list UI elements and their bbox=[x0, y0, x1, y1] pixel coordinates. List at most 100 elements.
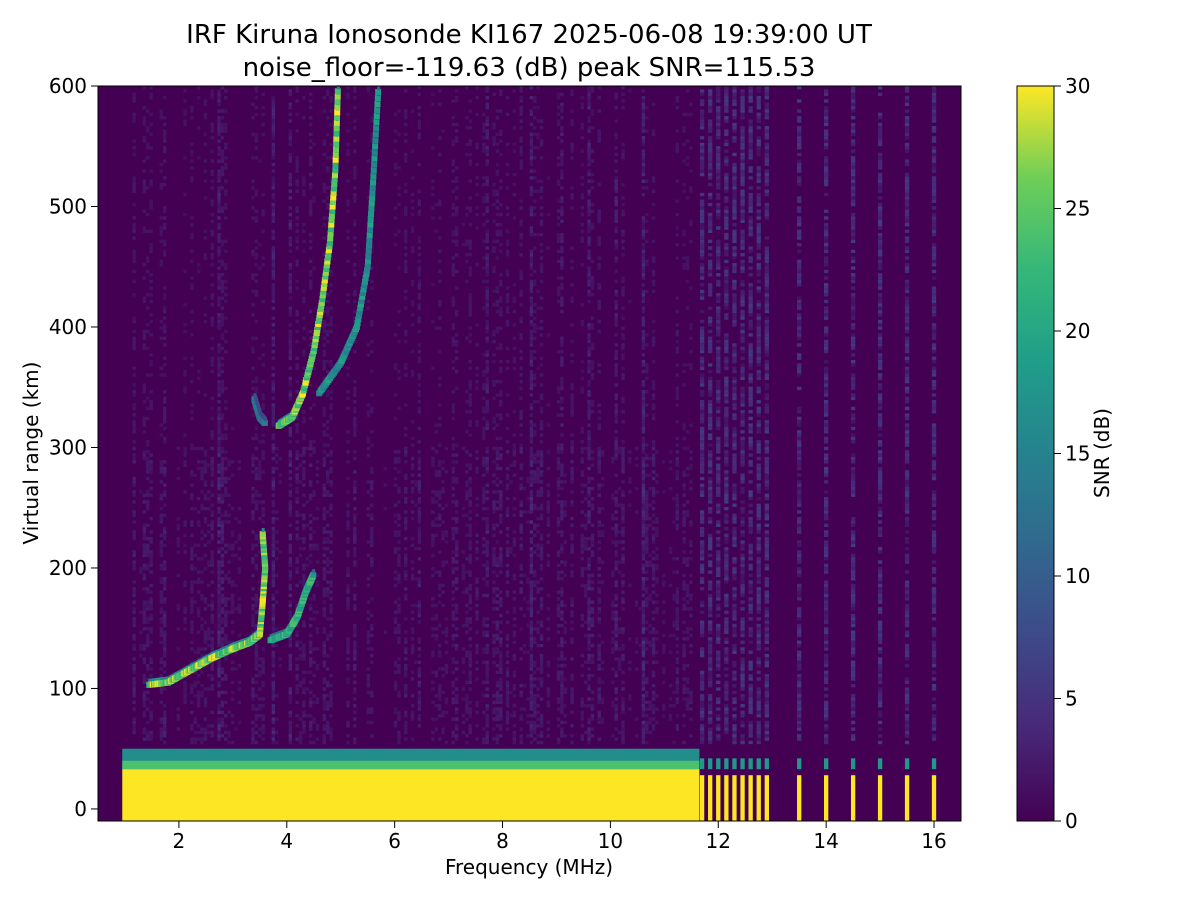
noise-cell bbox=[288, 172, 293, 177]
noise-cell bbox=[505, 593, 510, 598]
noise-cell bbox=[485, 470, 489, 474]
noise-cell bbox=[210, 179, 214, 183]
noise-cell bbox=[217, 196, 221, 200]
noise-cell bbox=[217, 413, 221, 417]
noise-cell bbox=[485, 106, 489, 110]
noise-cell bbox=[132, 319, 136, 324]
noise-cell bbox=[325, 306, 330, 310]
noise-cell bbox=[563, 734, 567, 738]
noise-cell bbox=[251, 380, 255, 384]
noise-cell bbox=[539, 493, 544, 497]
noise-cell bbox=[163, 724, 167, 728]
noise-cell bbox=[393, 162, 398, 167]
noise-cell bbox=[526, 714, 530, 718]
noise-cell bbox=[322, 707, 326, 711]
noise-cell bbox=[329, 416, 333, 421]
noise-cell bbox=[417, 390, 422, 394]
noise-cell bbox=[302, 620, 306, 624]
noise-cell bbox=[322, 607, 326, 611]
noise-cell bbox=[288, 687, 293, 691]
noise-cell bbox=[302, 373, 306, 377]
noise-cell bbox=[302, 470, 306, 474]
noise-cell bbox=[329, 684, 333, 688]
noise-cell bbox=[132, 550, 136, 554]
noise-cell bbox=[417, 456, 422, 461]
noise-cell bbox=[220, 496, 225, 501]
noise-cell bbox=[203, 700, 208, 705]
noise-cell bbox=[163, 613, 167, 618]
noise-cell bbox=[580, 430, 584, 434]
noise-cell bbox=[468, 480, 472, 484]
noise-cell bbox=[495, 500, 500, 504]
noise-cell bbox=[234, 583, 238, 588]
noise-cell bbox=[495, 490, 500, 494]
noise-cell bbox=[438, 136, 442, 140]
noise-cell bbox=[431, 500, 435, 504]
noise-cell bbox=[132, 684, 136, 688]
noise-cell bbox=[217, 493, 221, 497]
noise-cell bbox=[533, 329, 537, 334]
noise-cell bbox=[224, 400, 228, 404]
noise-cell bbox=[560, 296, 564, 300]
noise-cell bbox=[454, 339, 459, 344]
noise-cell bbox=[546, 593, 551, 598]
noise-cell bbox=[366, 89, 371, 93]
noise-cell bbox=[570, 677, 574, 681]
noise-cell bbox=[220, 483, 225, 487]
noise-cell bbox=[346, 607, 350, 611]
noise-cell bbox=[325, 730, 330, 735]
noise-cell bbox=[431, 617, 435, 621]
noise-cell bbox=[397, 523, 401, 527]
noise-cell bbox=[261, 704, 265, 708]
noise-cell bbox=[308, 172, 313, 177]
noise-cell bbox=[251, 460, 255, 464]
noise-cell bbox=[404, 89, 408, 93]
noise-cell bbox=[505, 319, 510, 324]
noise-cell bbox=[163, 323, 167, 327]
noise-cell bbox=[529, 697, 534, 701]
noise-cell bbox=[505, 346, 510, 350]
noise-cell bbox=[454, 233, 459, 237]
noise-cell bbox=[499, 129, 503, 133]
noise-cell bbox=[454, 707, 459, 711]
noise-cell bbox=[485, 209, 489, 213]
noise-cell bbox=[529, 714, 534, 718]
noise-cell bbox=[404, 597, 408, 601]
noise-cell bbox=[261, 730, 265, 735]
noise-cell bbox=[529, 540, 534, 544]
noise-cell bbox=[224, 339, 228, 344]
noise-cell bbox=[431, 700, 435, 705]
noise-cell bbox=[512, 597, 517, 601]
noise-cell bbox=[220, 346, 225, 350]
noise-cell bbox=[533, 730, 537, 735]
noise-cell bbox=[451, 189, 455, 193]
noise-cell bbox=[570, 516, 574, 521]
noise-cell bbox=[451, 660, 455, 664]
noise-cell bbox=[271, 433, 276, 437]
noise-cell bbox=[468, 313, 472, 317]
noise-cell bbox=[308, 416, 313, 421]
noise-cell bbox=[529, 339, 534, 344]
noise-cell bbox=[536, 547, 540, 551]
noise-cell bbox=[454, 129, 459, 133]
noise-cell bbox=[200, 737, 204, 741]
noise-cell bbox=[482, 306, 486, 310]
noise-cell bbox=[159, 727, 164, 731]
noise-cell bbox=[495, 600, 500, 604]
noise-cell bbox=[217, 349, 221, 354]
noise-cell bbox=[288, 460, 293, 464]
noise-cell bbox=[529, 329, 534, 334]
noise-cell bbox=[325, 470, 330, 474]
noise-cell bbox=[132, 119, 136, 123]
noise-cell bbox=[312, 694, 316, 698]
noise-cell bbox=[404, 500, 408, 504]
noise-cell bbox=[295, 329, 299, 334]
noise-cell bbox=[183, 610, 187, 614]
noise-cell bbox=[519, 152, 523, 157]
noise-cell bbox=[580, 737, 584, 741]
noise-cell bbox=[570, 523, 574, 527]
noise-cell bbox=[485, 633, 489, 638]
noise-cell bbox=[217, 386, 221, 391]
noise-cell bbox=[370, 406, 374, 411]
noise-cell bbox=[288, 433, 293, 437]
